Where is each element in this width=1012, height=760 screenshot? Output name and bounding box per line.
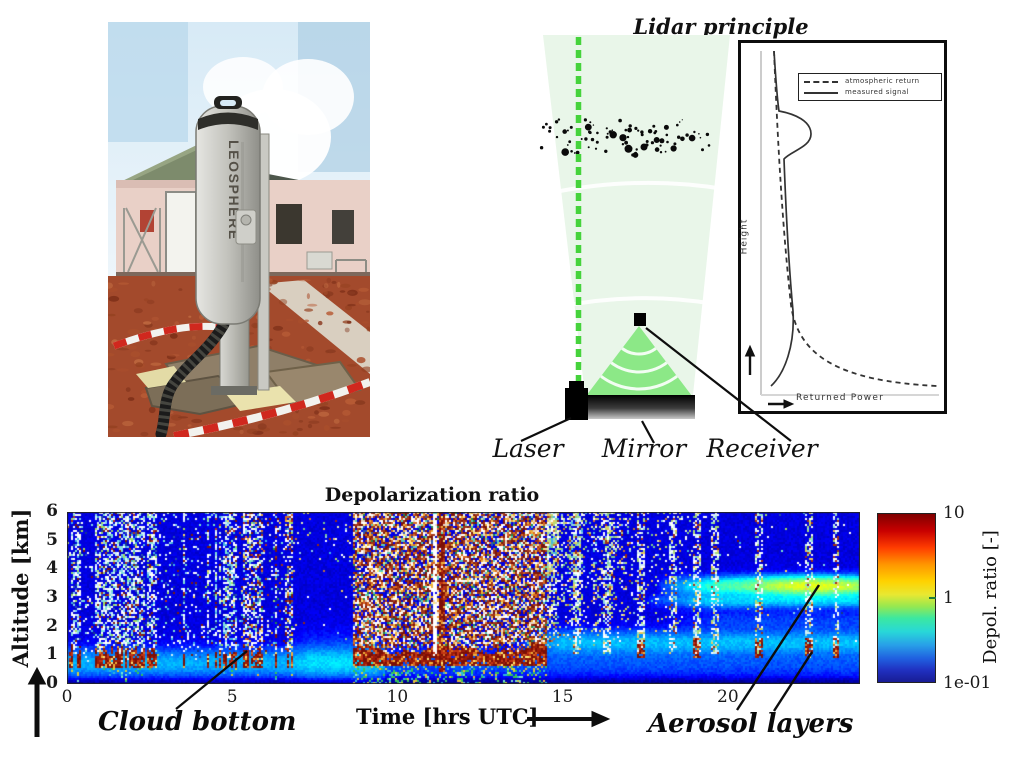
y-tick-label: 3 — [46, 587, 58, 607]
receiver-label: Receiver — [706, 434, 818, 463]
legend-item-measured-signal: measured signal — [804, 88, 936, 96]
solid-line-sample-icon — [804, 91, 838, 94]
y-tick-label: 1 — [46, 644, 58, 665]
inset-legend: atmospheric return measured signal — [798, 73, 942, 101]
legend-item-atmospheric-return: atmospheric return — [804, 77, 936, 85]
x-tick-label: 0 — [61, 687, 73, 707]
mirror-label: Mirror — [601, 434, 687, 463]
mirror-shape — [585, 395, 695, 419]
receiver-shape — [634, 313, 646, 326]
photo-lidar-device: LEOSPHERE — [155, 96, 270, 437]
aerosol-layers-annotation: Aerosol layers — [648, 709, 854, 739]
colorbar-tick-label: 1 — [943, 588, 954, 608]
colorbar-tickmark — [929, 597, 936, 599]
height-axis-arrow-icon — [744, 344, 756, 375]
x-tick-label: 5 — [226, 687, 238, 707]
chart-title: Depolarization ratio — [324, 484, 540, 506]
diagram-title: Lidar principle — [633, 14, 809, 39]
colorbar-label: Depol. ratio [-] — [980, 530, 1001, 664]
aerosol-particles — [539, 118, 711, 158]
y-tick-label: 2 — [46, 615, 58, 636]
lidar-instrument-photo: LEOSPHERE — [108, 22, 370, 437]
colorbar — [877, 513, 936, 683]
y-tick-label: 0 — [46, 673, 58, 693]
y-tick-label: 4 — [46, 558, 58, 579]
colorbar-tick-label: 1e-01 — [943, 673, 992, 693]
dashed-line-sample-icon — [804, 80, 838, 83]
colorbar-tick-label: 10 — [943, 503, 965, 523]
y-tick-label: 6 — [46, 501, 58, 521]
x-tick-label: 10 — [386, 687, 409, 707]
y-tick-label: 5 — [46, 529, 58, 550]
inset-xlabel: Returned Power — [796, 393, 884, 403]
laser-label: Laser — [492, 434, 564, 463]
x-tick-label: 15 — [551, 687, 574, 707]
atmospheric-return-curve — [773, 50, 938, 387]
time-axis-label: Time [hrs UTC] — [356, 704, 539, 729]
depolarization-heatmap — [67, 512, 860, 684]
power-axis-arrow-icon — [768, 399, 795, 409]
laser-shape — [565, 388, 588, 420]
x-tick-label: 20 — [717, 687, 739, 707]
photo-path — [258, 280, 370, 374]
inset-ylabel: Height — [739, 218, 750, 255]
cloud-bottom-annotation: Cloud bottom — [98, 707, 297, 737]
measured-signal-curve — [770, 50, 812, 387]
lidar-schematic — [539, 35, 730, 420]
time-direction-arrow-icon — [527, 710, 611, 728]
